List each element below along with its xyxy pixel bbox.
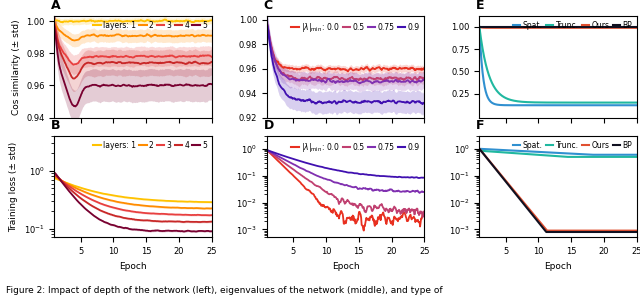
Legend: Spat., Trunc., Ours, BP: Spat., Trunc., Ours, BP [512, 20, 633, 31]
Text: C: C [264, 0, 273, 12]
X-axis label: Epoch: Epoch [332, 262, 360, 271]
Text: F: F [476, 119, 484, 132]
Text: E: E [476, 0, 484, 12]
Text: Figure 2: Impact of depth of the network (left), eigenvalues of the network (mid: Figure 2: Impact of depth of the network… [6, 286, 443, 295]
Y-axis label: Training loss (± std): Training loss (± std) [10, 142, 19, 232]
X-axis label: Epoch: Epoch [544, 262, 572, 271]
Y-axis label: Cos similarity (± std): Cos similarity (± std) [12, 19, 20, 115]
Legend: layers: 1, 2, 3, 4, 5: layers: 1, 2, 3, 4, 5 [92, 20, 208, 31]
X-axis label: Epoch: Epoch [119, 262, 147, 271]
Legend: Spat., Trunc., Ours, BP: Spat., Trunc., Ours, BP [512, 140, 633, 150]
Text: D: D [264, 119, 274, 132]
Legend: $|\lambda|_{\rm min}$: 0.0, 0.5, 0.75, 0.9: $|\lambda|_{\rm min}$: 0.0, 0.5, 0.75, 0… [290, 140, 420, 154]
Legend: $|\lambda|_{\rm min}$: 0.0, 0.5, 0.75, 0.9: $|\lambda|_{\rm min}$: 0.0, 0.5, 0.75, 0… [290, 20, 420, 35]
Legend: layers: 1, 2, 3, 4, 5: layers: 1, 2, 3, 4, 5 [92, 140, 208, 150]
Text: B: B [51, 119, 61, 132]
Text: A: A [51, 0, 61, 12]
